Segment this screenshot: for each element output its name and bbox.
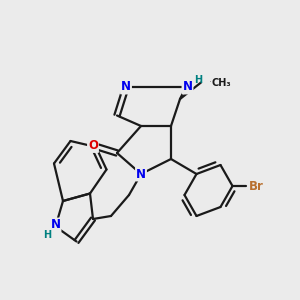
Text: Br: Br xyxy=(249,179,264,193)
Text: CH₃: CH₃ xyxy=(212,77,231,88)
Text: O: O xyxy=(88,139,98,152)
Text: N: N xyxy=(136,167,146,181)
Text: N: N xyxy=(121,80,131,94)
Text: methyl: methyl xyxy=(209,80,214,82)
Text: H: H xyxy=(43,230,51,240)
Text: H: H xyxy=(194,75,202,85)
Text: N: N xyxy=(50,218,61,232)
Text: N: N xyxy=(182,80,193,94)
